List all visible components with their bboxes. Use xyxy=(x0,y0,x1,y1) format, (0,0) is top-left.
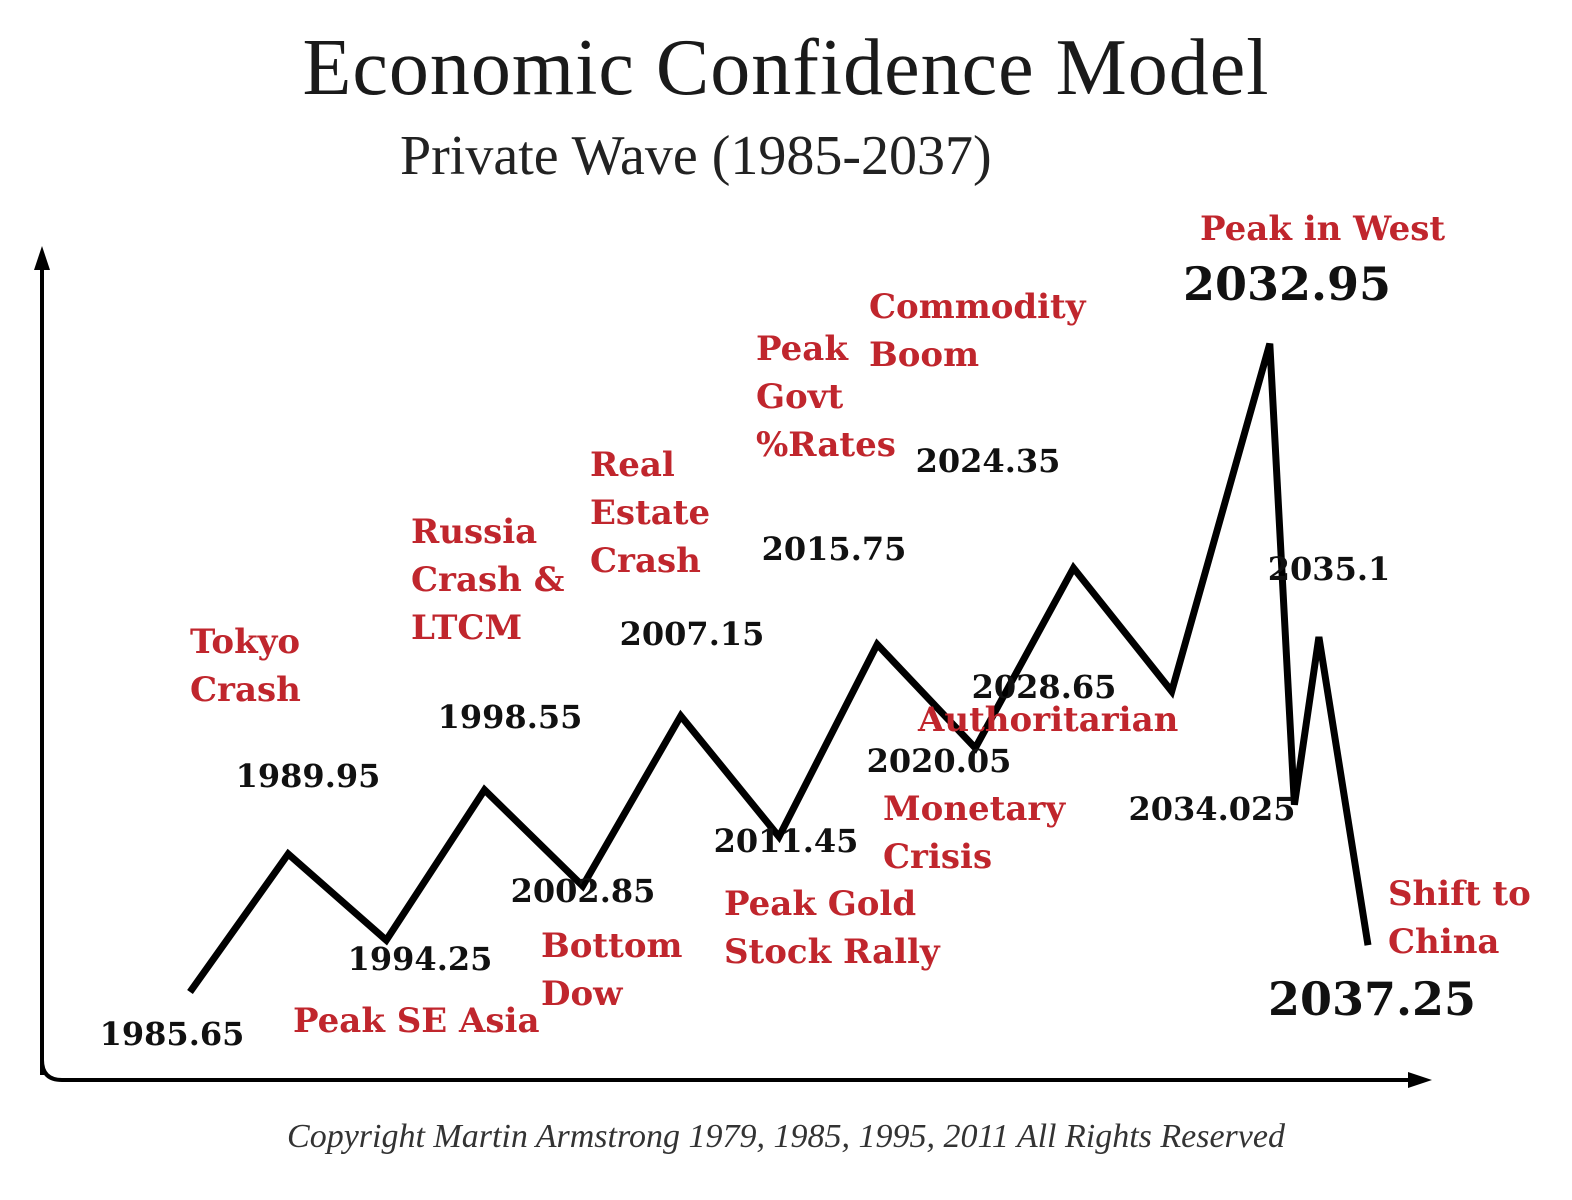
point-label: 2032.95 xyxy=(1183,257,1391,311)
point-label: 2011.45 xyxy=(714,822,859,860)
event-label-peak-west: Peak in West xyxy=(1200,209,1445,249)
axes xyxy=(34,246,1432,1088)
point-labels: 1985.65 1989.95 1994.25 1998.55 2002.85 2007.… xyxy=(100,257,1476,1053)
point-label: 1994.25 xyxy=(348,940,493,978)
point-label: 2020.05 xyxy=(867,742,1012,780)
point-label: 2034.025 xyxy=(1129,790,1296,828)
event-label-real-estate: Real Estate Crash xyxy=(590,445,710,581)
point-label: 1989.95 xyxy=(236,757,381,795)
x-axis xyxy=(40,1059,1412,1082)
chart-subtitle: Private Wave (1985-2037) xyxy=(400,125,992,187)
chart-title: Economic Confidence Model xyxy=(302,24,1270,112)
wave-line xyxy=(187,342,1372,995)
event-label-commodity: Commodity Boom xyxy=(869,287,1087,375)
event-label-bottom-dow: Bottom Dow xyxy=(541,926,683,1014)
x-axis-arrow xyxy=(1408,1072,1432,1088)
event-label-china: Shift to China xyxy=(1388,874,1531,962)
point-label: 2035.1 xyxy=(1268,550,1390,588)
point-label: 2024.35 xyxy=(916,442,1061,480)
event-label-se-asia: Peak SE Asia xyxy=(293,1001,539,1041)
event-label-peak-govt: Peak Govt %Rates xyxy=(756,329,896,465)
point-label: 1985.65 xyxy=(100,1015,245,1053)
event-label-monetary: Monetary Crisis xyxy=(883,789,1066,877)
point-label: 1998.55 xyxy=(438,698,583,736)
point-label: 2007.15 xyxy=(620,615,765,653)
point-label: 2028.65 xyxy=(972,668,1117,706)
point-label: 2037.25 xyxy=(1268,972,1476,1026)
point-label: 2002.85 xyxy=(511,872,656,910)
y-axis-arrow xyxy=(34,246,50,270)
event-label-russia: Russia Crash & LTCM xyxy=(411,512,565,648)
copyright-note: Copyright Martin Armstrong 1979, 1985, 1… xyxy=(287,1118,1285,1155)
event-labels: Tokyo Crash Peak SE Asia Russia Crash & LTCM B… xyxy=(190,209,1531,1041)
event-label-authoritarian: Authoritarian xyxy=(917,700,1178,740)
event-label-peak-gold: Peak Gold Stock Rally xyxy=(724,884,941,972)
event-label-tokyo: Tokyo Crash xyxy=(190,622,301,710)
point-label: 2015.75 xyxy=(762,530,907,568)
